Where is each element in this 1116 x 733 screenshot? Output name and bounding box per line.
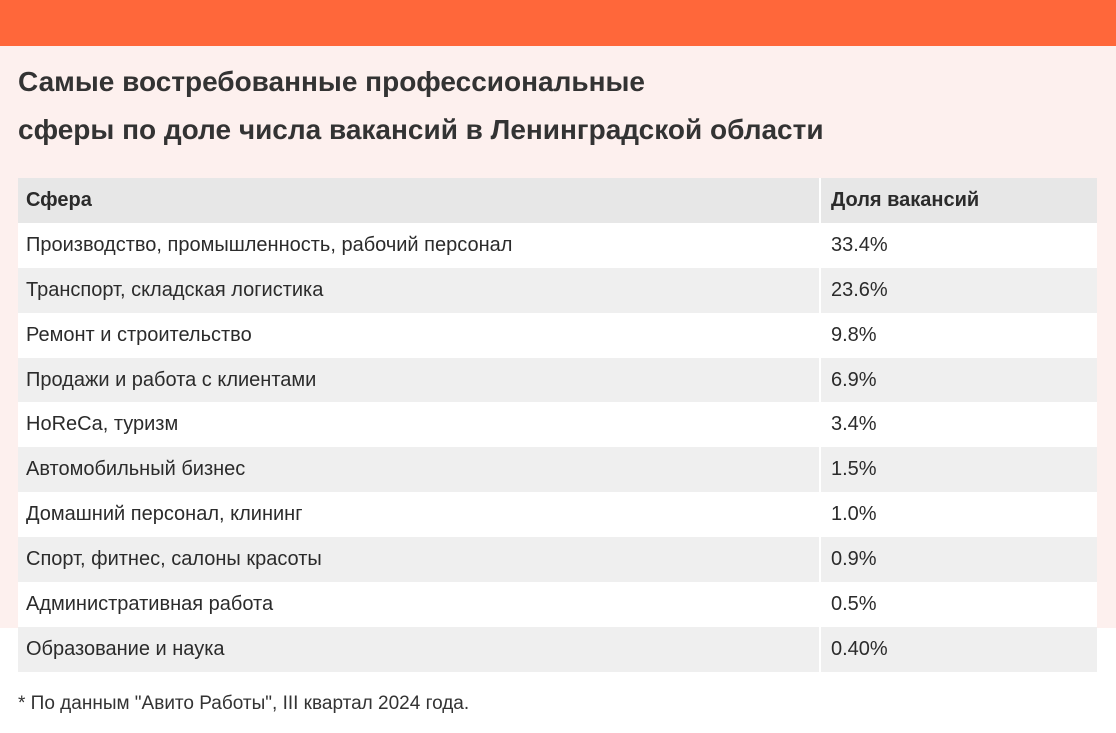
table-row: Автомобильный бизнес 1.5% (18, 447, 1097, 493)
table-row: Транспорт, складская логистика 23.6% (18, 267, 1097, 313)
column-header: Сфера (18, 178, 820, 223)
title-line: Самые востребованные профессиональные (18, 66, 645, 97)
top-bar (0, 0, 1116, 46)
share-cell: 23.6% (819, 267, 1097, 313)
table-row: Образование и наука 0.40% (18, 626, 1097, 672)
sphere-cell: Производство, промышленность, рабочий пе… (18, 222, 820, 268)
sphere-cell: Автомобильный бизнес (18, 447, 820, 493)
header-row: Сфера Доля вакансий (18, 178, 1097, 223)
footnote: * По данным "Авито Работы", III квартал … (18, 693, 470, 714)
share-cell: 33.4% (819, 222, 1097, 268)
share-cell: 3.4% (819, 402, 1097, 448)
table-row: Ремонт и строительство 9.8% (18, 312, 1097, 358)
sphere-cell: Образование и наука (18, 626, 820, 672)
share-cell: 1.0% (819, 492, 1097, 538)
table-row: Производство, промышленность, рабочий пе… (18, 222, 1097, 268)
sphere-cell: Домашний персонал, клининг (18, 492, 820, 538)
sphere-cell: Продажи и работа с клиентами (18, 357, 820, 403)
table-row: Административная работа 0.5% (18, 582, 1097, 627)
table-row: HoReCa, туризм 3.4% (18, 402, 1097, 448)
share-cell: 6.9% (819, 357, 1097, 403)
share-cell: 0.5% (819, 582, 1097, 627)
table-row: Продажи и работа с клиентами 6.9% (18, 357, 1097, 403)
sphere-cell: Ремонт и строительство (18, 312, 820, 358)
title: Самые востребованные профессиональные сфе… (18, 58, 824, 154)
title-line: сферы по доле числа вакансий в Ленинград… (18, 114, 824, 145)
column-header: Доля вакансий (819, 178, 1097, 223)
share-cell: 1.5% (819, 447, 1097, 493)
sphere-cell: HoReCa, туризм (18, 402, 820, 448)
table-row: Домашний персонал, клининг 1.0% (18, 492, 1097, 538)
share-cell: 9.8% (819, 312, 1097, 358)
table: Сфера Доля вакансий Производство, промышле… (18, 178, 1097, 672)
table-row: Спорт, фитнес, салоны красоты 0.9% (18, 537, 1097, 583)
sphere-cell: Административная работа (18, 582, 820, 627)
sphere-cell: Спорт, фитнес, салоны красоты (18, 537, 820, 583)
share-cell: 0.9% (819, 537, 1097, 583)
share-cell: 0.40% (819, 626, 1097, 672)
sphere-cell: Транспорт, складская логистика (18, 267, 820, 313)
